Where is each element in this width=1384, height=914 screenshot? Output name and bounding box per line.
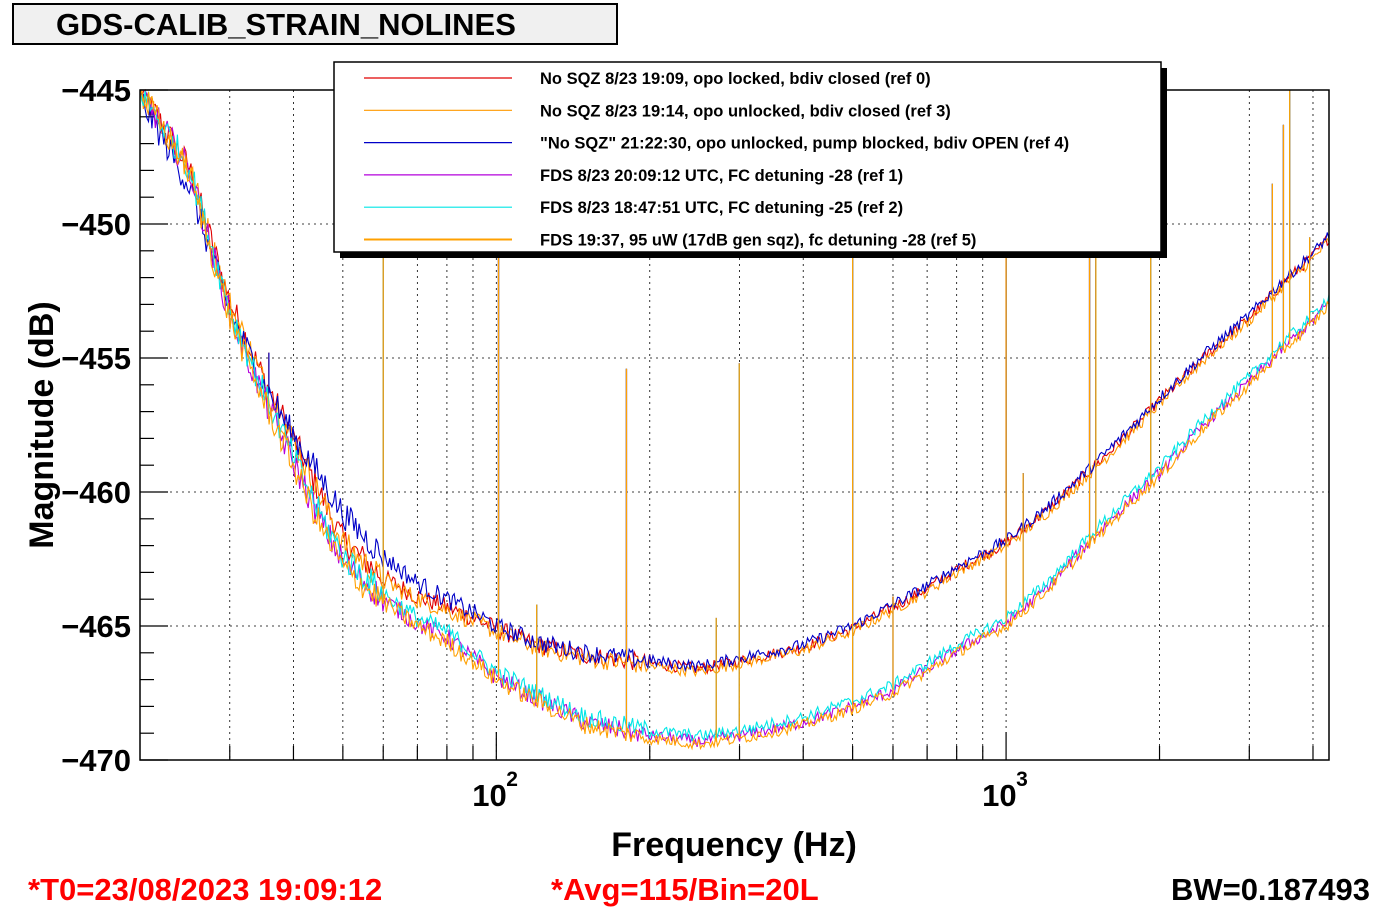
y-tick-label: −455	[61, 341, 131, 376]
averaging-info: *Avg=115/Bin=20L	[551, 872, 819, 907]
x-axis-label: Frequency (Hz)	[611, 826, 857, 864]
x-tick-labels: 10 2 10 3	[472, 768, 1027, 813]
y-tick-labels: −470 −465 −460 −455 −450 −445	[61, 73, 131, 778]
y-tick-label: −470	[61, 743, 131, 778]
y-axis-label: Magnitude (dB)	[23, 301, 61, 548]
x-tick-label: 10	[982, 778, 1016, 813]
legend-entry: FDS 19:37, 95 uW (17dB gen sqz), fc detu…	[540, 232, 976, 250]
legend-entry: FDS 8/23 18:47:51 UTC, FC detuning -25 (…	[540, 199, 903, 217]
y-tick-label: −445	[61, 73, 131, 108]
x-tick-label-exponent: 3	[1016, 768, 1028, 791]
y-tick-label: −460	[61, 475, 131, 510]
series-line	[139, 89, 1330, 742]
legend-entry: FDS 8/23 20:09:12 UTC, FC detuning -28 (…	[540, 167, 903, 185]
legend-entry: No SQZ 8/23 19:14, opo unlocked, bdiv cl…	[540, 102, 951, 120]
legend: No SQZ 8/23 19:09, opo locked, bdiv clos…	[333, 61, 1167, 258]
series-line	[139, 90, 1330, 678]
y-tick-label: −465	[61, 609, 131, 644]
chart-title: GDS-CALIB_STRAIN_NOLINES	[12, 3, 618, 45]
bandwidth-info: BW=0.187493	[1170, 872, 1370, 907]
x-tick-label-exponent: 2	[506, 768, 518, 791]
t0-timestamp: *T0=23/08/2023 19:09:12	[28, 872, 383, 907]
series-line	[139, 89, 1330, 673]
legend-entry: No SQZ 8/23 19:09, opo locked, bdiv clos…	[540, 70, 931, 88]
legend-entry: "No SQZ" 21:22:30, opo unlocked, pump bl…	[540, 135, 1069, 153]
x-tick-label: 10	[472, 778, 506, 813]
series-line	[139, 89, 1330, 751]
y-tick-label: −450	[61, 207, 131, 242]
